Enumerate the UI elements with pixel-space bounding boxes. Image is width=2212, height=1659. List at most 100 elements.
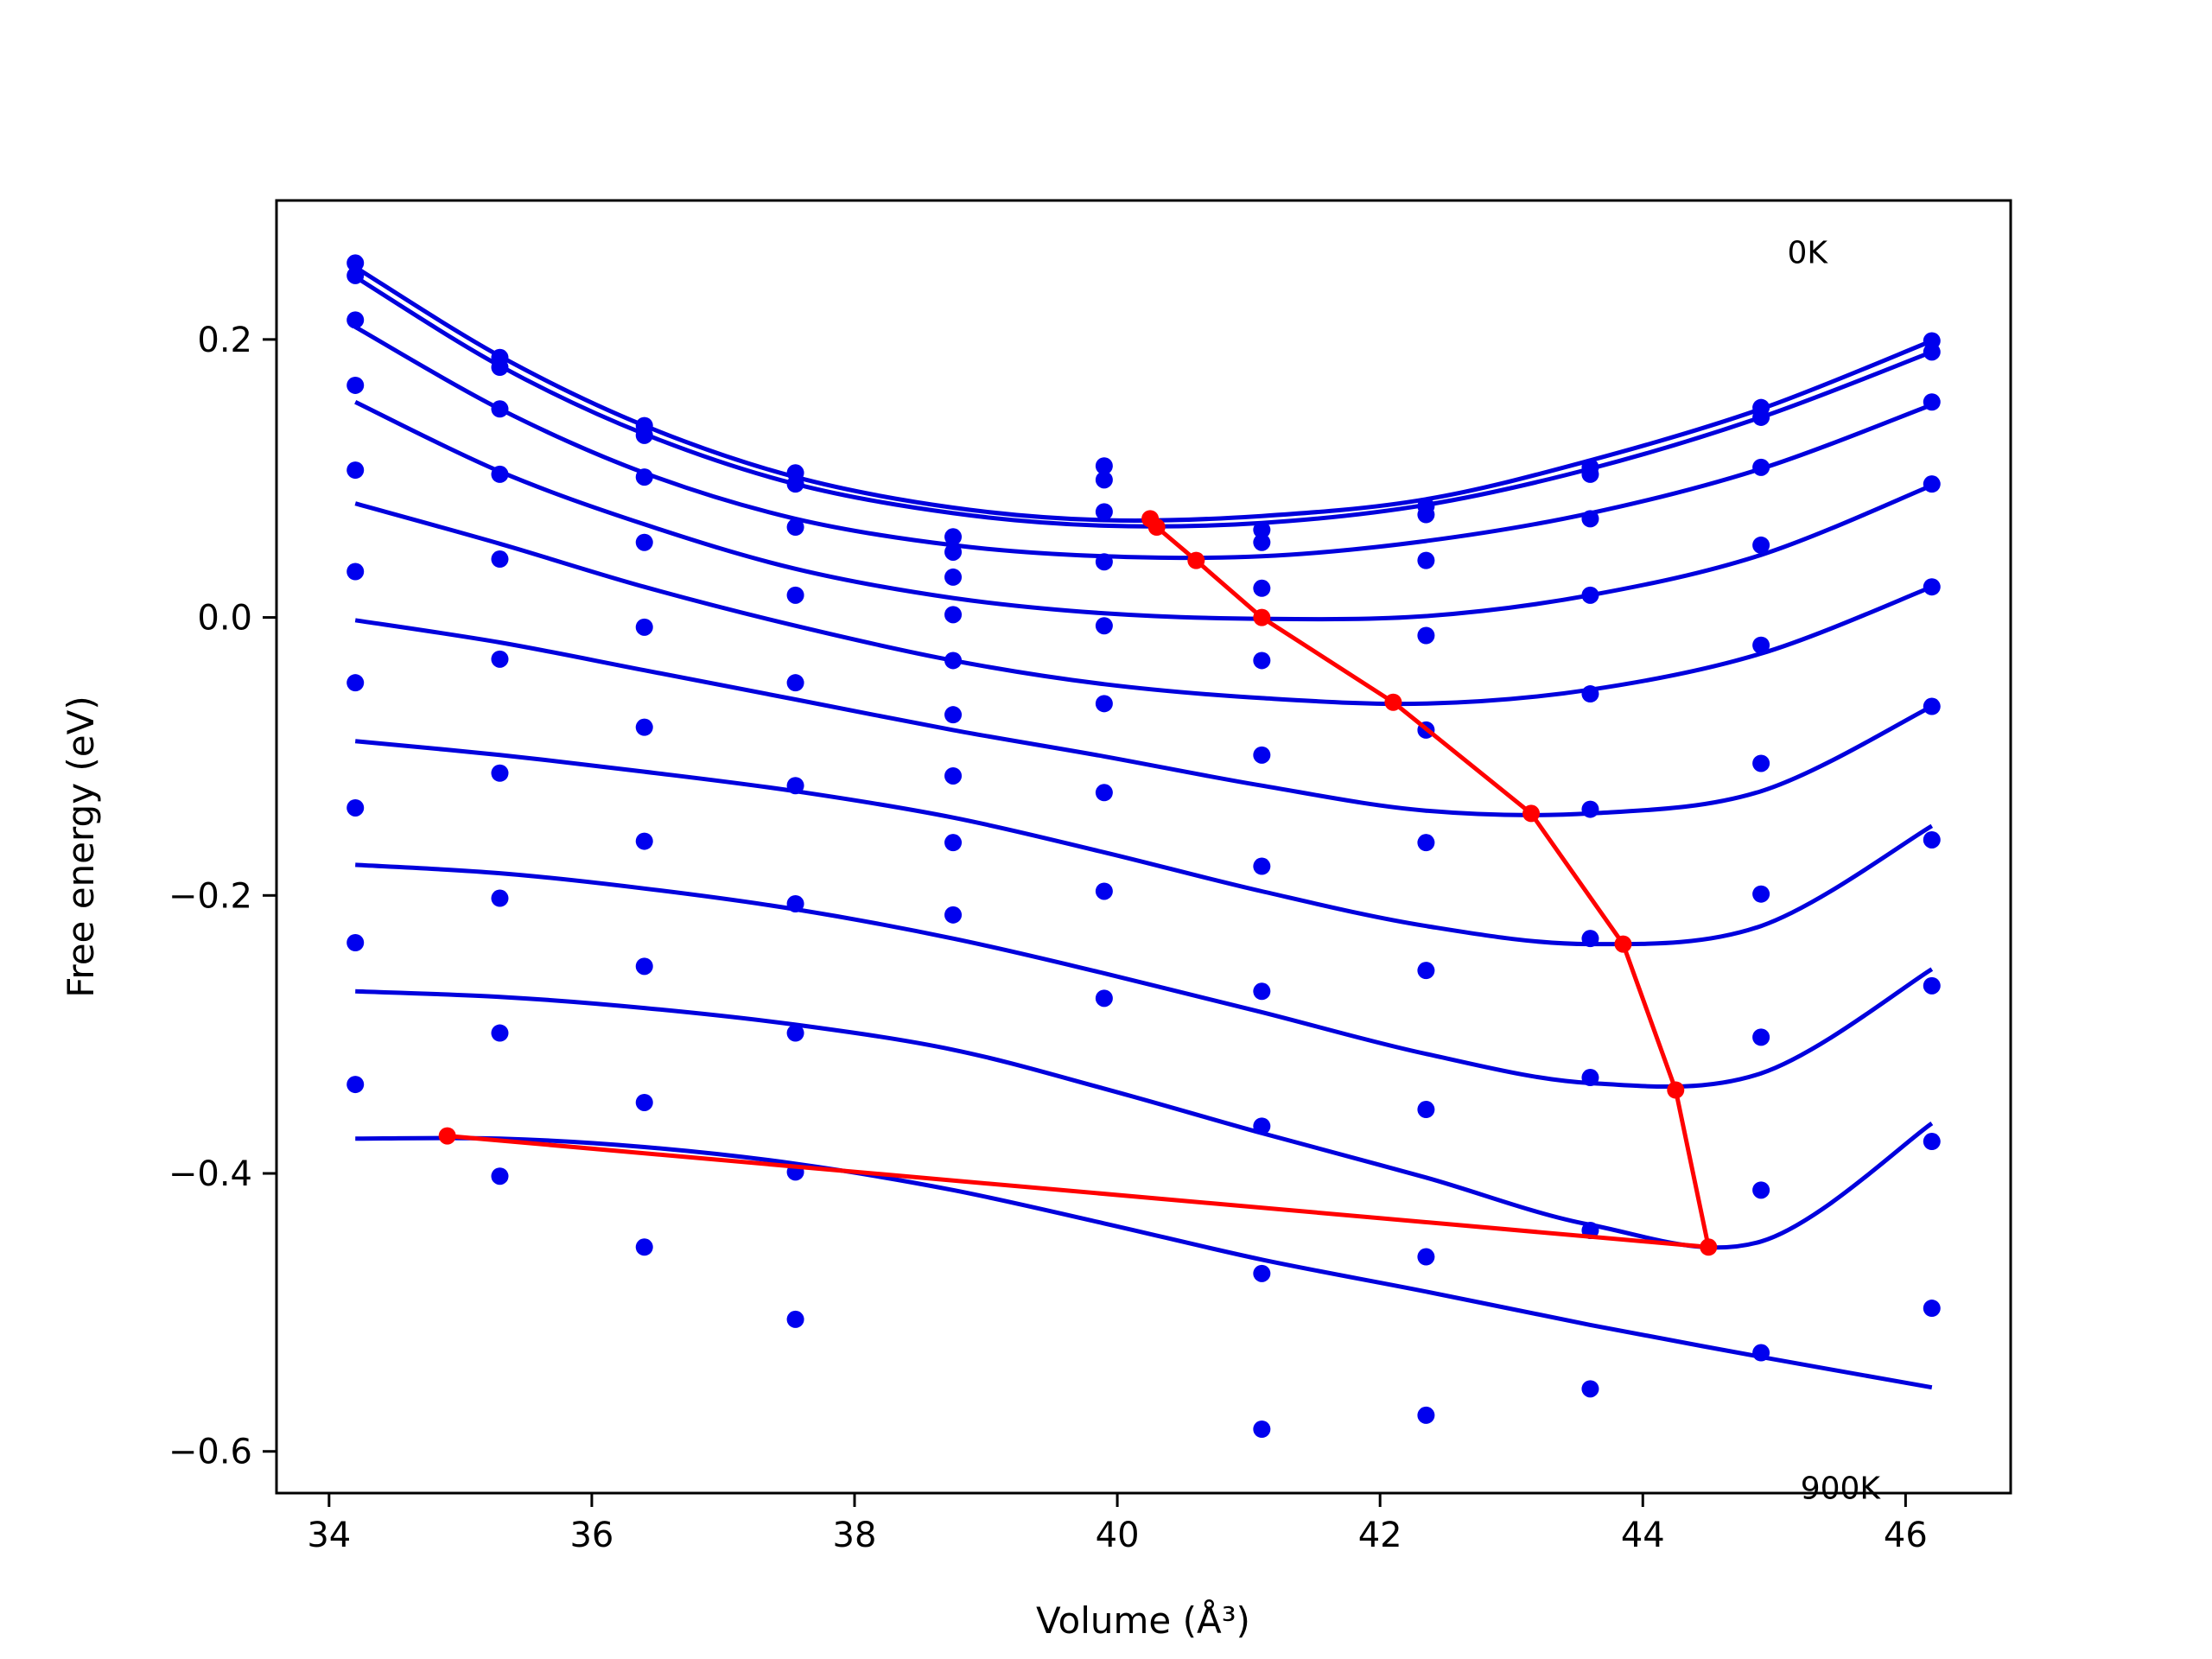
data-point bbox=[346, 674, 365, 692]
data-point bbox=[944, 652, 963, 670]
data-point bbox=[491, 764, 509, 782]
data-point bbox=[1752, 536, 1770, 554]
data-point bbox=[1095, 457, 1113, 475]
data-point bbox=[635, 1093, 653, 1111]
data-point bbox=[1752, 636, 1770, 654]
data-point bbox=[1095, 553, 1113, 571]
data-point bbox=[1095, 695, 1113, 713]
data-point bbox=[635, 533, 653, 551]
data-point bbox=[635, 957, 653, 976]
data-point bbox=[1581, 510, 1599, 528]
x-tick-label: 46 bbox=[1884, 1516, 1928, 1555]
fit-curve bbox=[354, 618, 1933, 817]
data-point bbox=[491, 889, 509, 907]
data-point bbox=[1417, 626, 1435, 645]
data-point bbox=[491, 550, 509, 569]
data-point bbox=[1253, 746, 1271, 764]
data-point bbox=[1253, 533, 1271, 551]
data-point bbox=[1923, 697, 1941, 715]
fit-curve bbox=[354, 501, 1933, 707]
data-point bbox=[1417, 505, 1435, 524]
plot-frame bbox=[275, 199, 2012, 1495]
data-point bbox=[944, 834, 963, 852]
data-point bbox=[346, 1076, 365, 1094]
data-point bbox=[635, 1238, 653, 1256]
minimum-point bbox=[1614, 935, 1632, 953]
data-point bbox=[491, 359, 509, 377]
data-point bbox=[1581, 1069, 1599, 1087]
annotation-label: 0K bbox=[1788, 235, 1829, 270]
data-point bbox=[346, 254, 365, 272]
data-point bbox=[346, 311, 365, 329]
minimum-point bbox=[1384, 693, 1402, 711]
minimum-path-line bbox=[447, 517, 1711, 1249]
data-point bbox=[635, 468, 653, 486]
minimum-point bbox=[1147, 518, 1166, 537]
data-point bbox=[786, 1024, 804, 1042]
data-point bbox=[346, 798, 365, 817]
data-point bbox=[1095, 617, 1113, 635]
data-point bbox=[944, 528, 963, 546]
data-point bbox=[1752, 754, 1770, 772]
data-point bbox=[1253, 521, 1271, 539]
annotation-label: 900K bbox=[1801, 1471, 1882, 1506]
data-point bbox=[1417, 834, 1435, 852]
y-tick-label: −0.4 bbox=[168, 1154, 252, 1194]
data-point bbox=[1923, 1133, 1941, 1151]
x-tick-label: 34 bbox=[307, 1516, 351, 1555]
y-tick-label: −0.2 bbox=[168, 876, 252, 916]
minimum-point bbox=[438, 1127, 456, 1145]
data-point bbox=[1752, 408, 1770, 426]
data-point bbox=[1253, 1421, 1271, 1439]
data-point bbox=[635, 832, 653, 850]
minimum-point bbox=[1253, 608, 1271, 626]
y-axis-label: Free energy (eV) bbox=[60, 696, 102, 998]
data-point bbox=[491, 1024, 509, 1042]
data-point bbox=[1095, 471, 1113, 489]
data-point bbox=[346, 266, 365, 284]
data-point bbox=[944, 606, 963, 624]
x-tick-label: 44 bbox=[1621, 1516, 1665, 1555]
data-point bbox=[944, 766, 963, 785]
data-point bbox=[1581, 930, 1599, 948]
data-point bbox=[1752, 1028, 1770, 1046]
data-point bbox=[1417, 1101, 1435, 1119]
minimum-point bbox=[1522, 804, 1541, 823]
data-point bbox=[1253, 652, 1271, 670]
fit-curves bbox=[353, 265, 1934, 1390]
minimum-point bbox=[1700, 1238, 1718, 1256]
data-point bbox=[944, 706, 963, 724]
data-point bbox=[491, 400, 509, 418]
data-point bbox=[1752, 885, 1770, 903]
data-point bbox=[786, 475, 804, 493]
data-point bbox=[1095, 503, 1113, 521]
data-point bbox=[1923, 578, 1941, 596]
data-point bbox=[1752, 1181, 1770, 1199]
data-point bbox=[1581, 586, 1599, 604]
x-tick-label: 42 bbox=[1358, 1516, 1402, 1555]
data-point bbox=[635, 618, 653, 636]
data-point bbox=[1581, 685, 1599, 703]
data-point bbox=[1752, 1344, 1770, 1362]
fit-curve bbox=[354, 739, 1934, 947]
annotations: 0K 900K bbox=[1788, 235, 1882, 1506]
x-axis-label: Volume (Å³) bbox=[1036, 1599, 1250, 1642]
minimum-point bbox=[1187, 551, 1205, 569]
data-points bbox=[346, 254, 1941, 1439]
data-point bbox=[635, 426, 653, 444]
data-point bbox=[346, 933, 365, 951]
data-point bbox=[1581, 465, 1599, 483]
data-point bbox=[1581, 1380, 1599, 1398]
data-point bbox=[491, 465, 509, 483]
data-point bbox=[786, 894, 804, 912]
data-point bbox=[1923, 393, 1941, 411]
data-point bbox=[1253, 1117, 1271, 1135]
data-point bbox=[786, 518, 804, 537]
data-point bbox=[1253, 857, 1271, 875]
data-point bbox=[944, 543, 963, 561]
data-point bbox=[1417, 962, 1435, 980]
data-point bbox=[1752, 458, 1770, 476]
data-point bbox=[1253, 1264, 1271, 1282]
data-point bbox=[1923, 830, 1941, 849]
